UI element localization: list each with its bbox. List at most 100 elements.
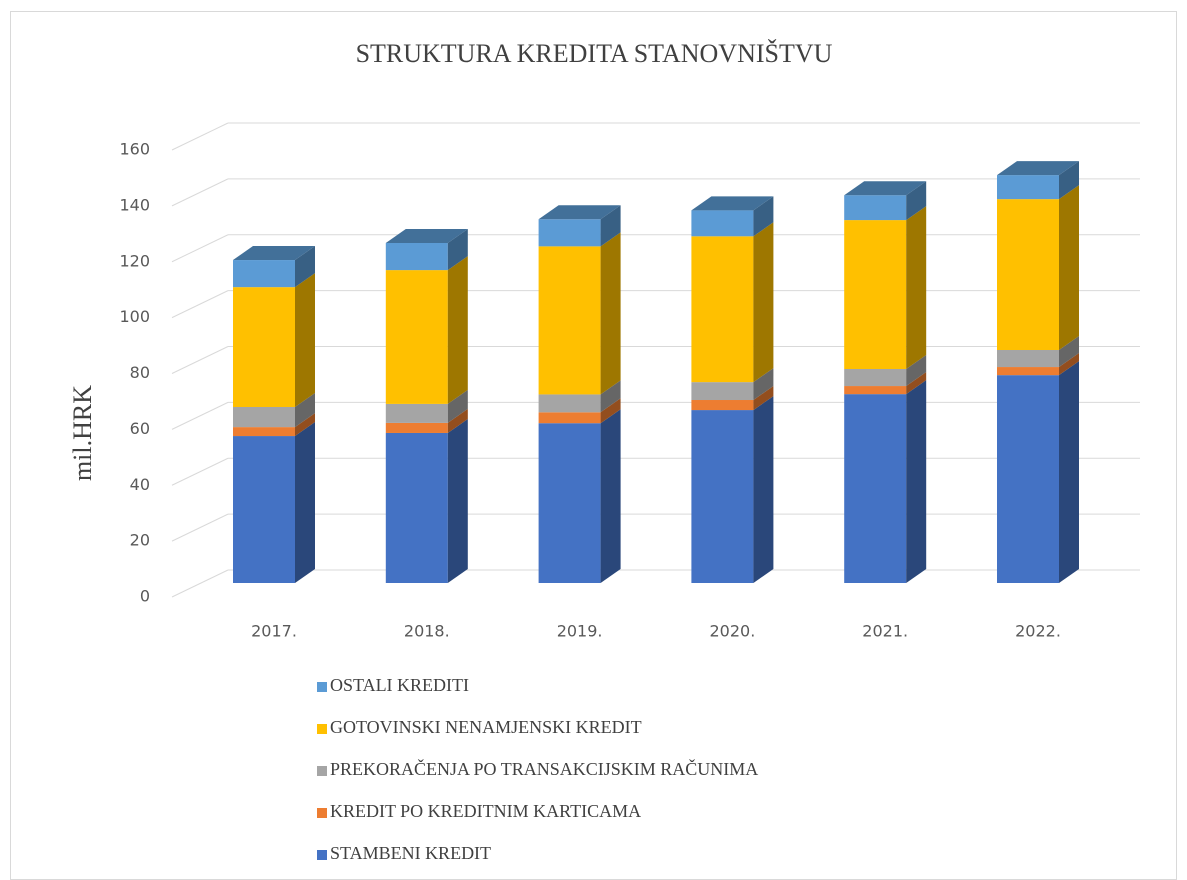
legend-swatch [317,724,327,734]
grid-line-depth [171,346,229,374]
y-tick-label: 60 [130,419,150,438]
x-tick-label: 2019. [557,622,603,641]
bar-segment [691,236,754,383]
y-axis-label: mil.HRK [68,385,97,481]
grid-line-depth [171,457,229,486]
bar-segment [538,219,601,247]
bar-segment-side [906,206,927,369]
y-tick-label: 40 [130,475,150,494]
bar-segment-side [447,389,468,423]
bar-segment [538,246,601,395]
x-tick-label: 2017. [251,622,297,641]
bar-segment-side [295,422,315,583]
bar-segment [997,350,1059,368]
bar-segment [844,394,907,583]
y-tick-label: 140 [119,195,150,214]
bar-segment-side [447,256,468,404]
legend-label: STAMBENI KREDIT [330,843,491,863]
bar-segment-side [447,418,468,583]
grid-line-depth [171,569,229,598]
bar-segment [385,403,448,423]
bar-top [691,196,774,211]
legend-swatch [317,808,327,818]
bar-segment-side [1059,336,1079,368]
bar-segment [997,199,1059,351]
bar-segment [997,367,1059,376]
bar-segment [233,436,295,583]
bar-segment-side [600,205,621,247]
y-tick-label: 0 [140,587,150,606]
bar-segment-side [600,398,621,424]
bar-segment [997,375,1059,583]
legend-swatch [317,850,327,860]
y-tick-label: 20 [130,531,150,550]
y-tick-label: 80 [130,363,150,382]
bar-segment [844,195,907,221]
bar-segment [538,423,601,583]
bar-segment-side [906,372,927,395]
grid-line-depth [171,401,229,430]
bar-top [538,205,621,220]
x-tick-label: 2018. [404,622,450,641]
bar-segment [385,243,448,271]
bar-segment [997,175,1059,200]
bar-segment-side [295,413,315,437]
bar-segment [385,432,448,583]
legend-label: PREKORAČENJA PO TRANSAKCIJSKIM RAČUNIMA [330,758,758,779]
bar-segment-side [447,408,468,433]
bar-segment-side [1059,361,1079,583]
bar-segment [844,386,907,395]
bar-segment-side [753,386,774,411]
bar-segment [233,427,295,437]
grid-line-depth [171,234,229,263]
bar-segment [538,412,601,424]
grid-line-depth [171,513,229,542]
bar-segment [691,210,754,237]
bar-segment [691,400,754,411]
bar-segment-side [906,380,927,583]
y-tick-label: 160 [119,140,150,159]
bar-segment [691,382,754,401]
bar-top [385,229,468,244]
grid-line-depth [171,178,229,207]
bar-top [844,181,927,196]
bar-segment [233,406,295,428]
grid-line-depth [171,290,229,319]
x-tick-label: 2020. [709,622,755,641]
bar-segment [844,368,907,387]
bar-segment-side [295,273,315,407]
bar-segment-side [906,181,927,221]
bar-segment [691,410,754,583]
x-tick-label: 2021. [862,622,908,641]
legend-swatch [317,682,327,692]
bar-segment-side [753,396,774,583]
x-tick-label: 2022. [1015,622,1061,641]
legend-label: GOTOVINSKI NENAMJENSKI KREDIT [330,717,642,737]
bar-segment [844,220,907,369]
bar-segment-side [600,409,621,583]
bar-segment-side [1059,161,1079,200]
bar-top [233,246,315,261]
legend-label: KREDIT PO KREDITNIM KARTICAMA [330,801,641,821]
bar-segment [233,260,295,288]
bar-segment-side [600,232,621,395]
bar-segment-side [447,229,468,271]
grid-line-depth [171,122,229,151]
bar-segment [233,287,295,407]
chart-title: STRUKTURA KREDITA STANOVNIŠTVU [356,39,833,68]
bar-segment-side [295,392,315,428]
y-tick-label: 120 [119,251,150,270]
legend-swatch [317,766,327,776]
bar-segment [385,270,448,404]
bar-segment-side [753,368,774,401]
bar-segment-side [753,196,774,237]
bar-segment-side [1059,353,1079,376]
bar-segment-side [600,380,621,413]
bar-segment [538,394,601,413]
bar-top [997,161,1079,176]
bar-segment-side [753,222,774,383]
bar-segment-side [906,354,927,387]
bar-segment-side [295,246,315,288]
bar-segment [385,422,448,433]
